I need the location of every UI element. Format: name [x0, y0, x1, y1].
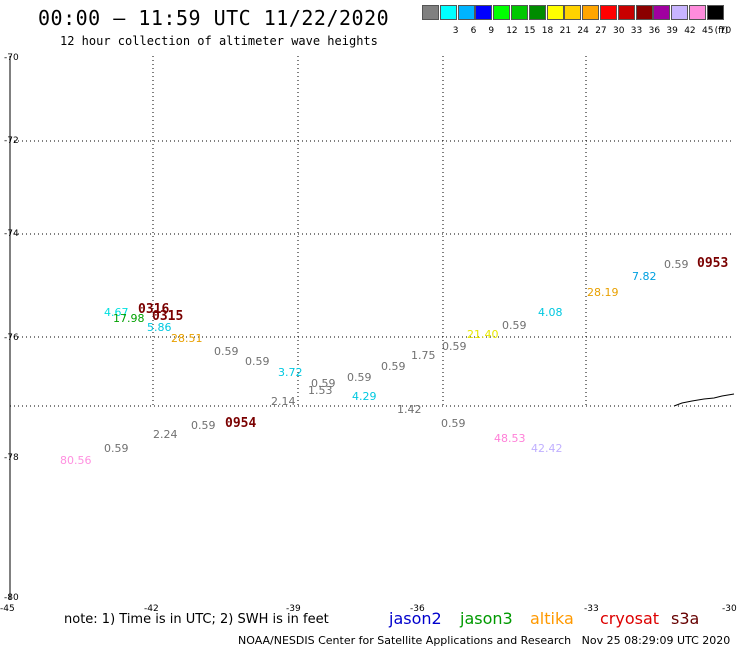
color-scale-label: 45	[702, 26, 714, 36]
longitude-tick-label: -36	[410, 604, 425, 614]
wave-height-value: 2.14	[271, 395, 296, 408]
wave-height-value: 0.59	[347, 371, 372, 384]
latitude-tick-label: -80	[4, 593, 19, 603]
latitude-tick-label: -76	[4, 333, 19, 343]
wave-height-value: 42.42	[531, 442, 563, 455]
color-swatch	[706, 5, 724, 20]
wave-height-value: 3.72	[278, 366, 303, 379]
color-swatch	[528, 5, 546, 20]
satellite-legend-altika: altika	[530, 609, 574, 628]
color-swatch	[546, 5, 564, 20]
color-swatch	[564, 5, 582, 20]
pass-time-label: 0953	[697, 256, 729, 271]
pass-time-label: 0315	[152, 309, 184, 324]
wave-height-value: 0.59	[502, 319, 527, 332]
wave-height-value: 0.59	[441, 417, 466, 430]
latitude-tick-label: -70	[4, 53, 19, 63]
color-scale-label: 9	[488, 26, 495, 36]
color-swatch	[457, 5, 475, 20]
graticule	[10, 56, 734, 407]
color-scale-label: 18	[541, 26, 554, 36]
satellite-legend-s3a: s3a	[671, 609, 700, 628]
pass-time-label: 0954	[225, 416, 257, 431]
longitude-tick-label: -33	[584, 604, 599, 614]
wave-height-value: 28.19	[587, 286, 619, 299]
color-scale-label: 70	[719, 26, 732, 36]
color-swatch	[689, 5, 706, 20]
wave-height-value: 28.51	[171, 332, 203, 345]
color-scale-label: 3	[452, 26, 459, 36]
satellite-legend-cryosat: cryosat	[600, 609, 660, 628]
longitude-tick-label: -45	[0, 604, 15, 614]
longitude-tick-label: -42	[144, 604, 159, 614]
color-scale-label: 12	[506, 26, 518, 36]
satellite-legend-jason3: jason3	[460, 609, 513, 628]
footer-note: note: 1) Time is in UTC; 2) SWH is in fe…	[64, 612, 329, 627]
color-scale-label: 24	[577, 26, 589, 36]
wave-height-value: 80.56	[60, 454, 92, 467]
wave-height-value: 5.86	[147, 321, 172, 334]
map-subtitle: 12 hour collection of altimeter wave hei…	[60, 34, 378, 48]
color-swatch	[511, 5, 528, 20]
wave-height-value: 1.42	[397, 403, 422, 416]
latitude-tick-label: -72	[4, 136, 19, 146]
satellite-legend-jason2: jason2	[389, 609, 442, 628]
color-scale-label: 15	[524, 26, 536, 36]
latitude-ticks: -70 -72 -74 -76 -78 -80	[4, 53, 19, 603]
wave-height-value: 4.08	[538, 306, 563, 319]
color-scale-label: 36	[648, 26, 661, 36]
timestamp: Nov 25 08:29:09 UTC 2020	[581, 634, 731, 647]
color-scale-label: 27	[595, 26, 607, 36]
color-scale-label: 21	[559, 26, 572, 36]
color-swatch	[617, 5, 635, 20]
color-swatch	[653, 5, 671, 20]
wave-height-value: 0.59	[442, 340, 467, 353]
map-title: 00:00 – 11:59 UTC 11/22/2020	[38, 6, 390, 30]
wave-height-value: 0.59	[214, 345, 239, 358]
pass-time-label: 0316	[138, 302, 170, 317]
color-swatch	[493, 5, 511, 20]
wave-height-value: 0.59	[664, 258, 689, 271]
wave-height-value: 17.98	[113, 312, 145, 325]
color-scale-label: 33	[630, 26, 643, 36]
latitude-tick-label: -74	[4, 229, 19, 239]
wave-height-value: 21.40	[467, 328, 499, 341]
longitude-tick-label: -30	[722, 604, 737, 614]
color-scale-label: 39	[666, 26, 678, 36]
longitude-tick-label: -39	[286, 604, 301, 614]
latitude-tick-label: -78	[4, 453, 19, 463]
color-swatch	[582, 5, 600, 20]
color-scale-label: 30	[613, 26, 625, 36]
color-swatch	[475, 5, 493, 20]
color-swatch	[671, 5, 689, 20]
wave-height-value: 7.82	[632, 270, 657, 283]
wave-height-value: 0.59	[191, 419, 216, 432]
wave-height-value: 0.59	[311, 377, 336, 390]
wave-height-value: 0.59	[245, 355, 270, 368]
wave-height-value: 2.24	[153, 428, 178, 441]
wave-height-value: 4.29	[352, 390, 377, 403]
color-swatch	[600, 5, 617, 20]
color-scale-unit: (ft)	[714, 26, 729, 36]
coastline	[673, 393, 735, 407]
color-scale-label: 6	[470, 26, 477, 36]
credit-text: NOAA/NESDIS Center for Satellite Applica…	[238, 634, 572, 647]
footer-credit: NOAA/NESDIS Center for Satellite Applica…	[238, 634, 730, 647]
wave-height-value: 1.75	[411, 349, 436, 362]
wave-height-value: 48.53	[494, 432, 526, 445]
color-swatch	[635, 5, 653, 20]
wave-height-value: 0.59	[381, 360, 406, 373]
color-scale-label: 42	[684, 26, 696, 36]
color-swatch	[439, 5, 457, 20]
wave-height-value: 4.67	[104, 306, 129, 319]
wave-height-value: 0.59	[104, 442, 129, 455]
color-swatch	[422, 5, 439, 20]
wave-height-value: 1.53	[308, 384, 333, 397]
